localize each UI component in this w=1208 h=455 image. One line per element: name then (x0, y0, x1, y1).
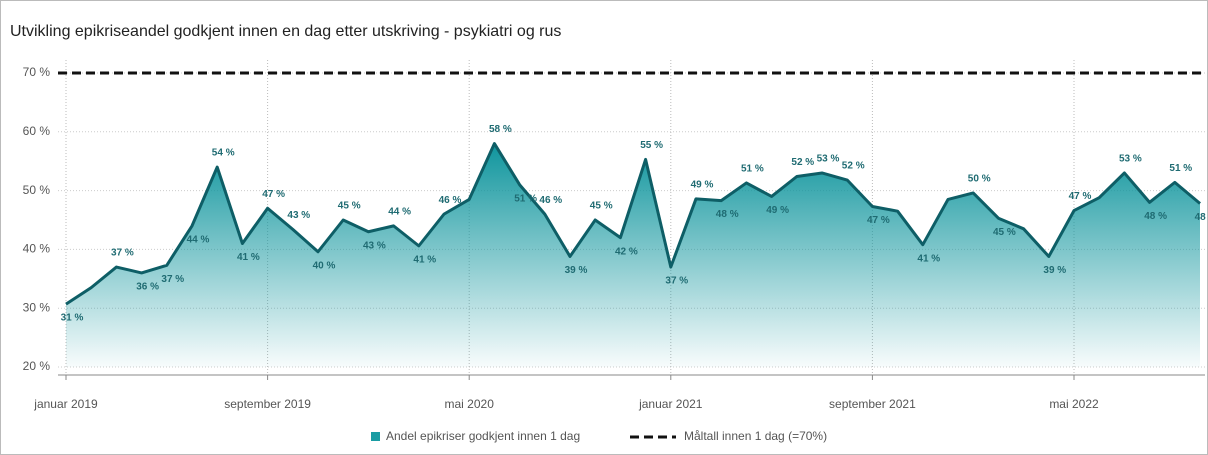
y-tick-label: 30 % (23, 300, 51, 314)
data-label: 53 % (1119, 154, 1142, 165)
data-label: 31 % (61, 313, 84, 324)
legend-swatch (371, 432, 380, 441)
data-label: 51 % (1169, 163, 1192, 174)
y-tick-label: 50 % (23, 183, 51, 197)
data-label: 48 % (716, 209, 739, 220)
x-tick-label: januar 2019 (33, 397, 98, 411)
data-label: 54 % (212, 148, 235, 159)
data-label: 41 % (917, 253, 940, 264)
data-label: 55 % (640, 140, 663, 151)
data-label: 43 % (363, 240, 386, 251)
x-tick-label: januar 2021 (638, 397, 703, 411)
legend-label: Måltall innen 1 dag (=70%) (684, 429, 827, 443)
data-label: 49 % (766, 205, 789, 216)
data-label: 49 % (691, 179, 714, 190)
data-label: 42 % (615, 246, 638, 257)
data-label: 46 % (539, 195, 562, 206)
data-label: 47 % (1069, 191, 1092, 202)
data-label: 40 % (313, 260, 336, 271)
chart-title: Utvikling epikriseandel godkjent innen e… (10, 23, 561, 40)
y-tick-label: 70 % (23, 65, 51, 79)
data-label: 47 % (867, 215, 890, 226)
data-label: 39 % (565, 265, 588, 276)
data-label: 58 % (489, 124, 512, 135)
y-tick-label: 40 % (23, 242, 51, 256)
line (65, 142, 1201, 306)
data-label: 50 % (968, 174, 991, 185)
data-label: 41 % (413, 255, 436, 266)
y-tick-label: 60 % (23, 124, 51, 138)
data-label: 53 % (817, 154, 840, 165)
data-label: 44 % (388, 207, 411, 218)
data-label: 51 % (741, 164, 764, 175)
data-label: 48 % (1195, 212, 1208, 223)
data-label: 52 % (842, 161, 865, 172)
data-label: 44 % (187, 235, 210, 246)
data-label: 45 % (338, 201, 361, 212)
data-label: 46 % (439, 195, 462, 206)
data-label: 52 % (791, 157, 814, 168)
data-label: 45 % (993, 227, 1016, 238)
data-label: 39 % (1043, 265, 1066, 276)
data-label: 43 % (287, 210, 310, 221)
data-label: 37 % (665, 276, 688, 287)
x-tick-label: mai 2022 (1049, 397, 1099, 411)
data-label: 48 % (1144, 211, 1167, 222)
x-tick-label: september 2019 (224, 397, 311, 411)
x-tick-label: mai 2020 (445, 397, 495, 411)
x-tick-label: september 2021 (829, 397, 916, 411)
legend-label: Andel epikriser godkjent innen 1 dag (386, 429, 580, 443)
data-label: 51 % (514, 193, 537, 204)
data-label: 37 % (161, 274, 184, 285)
data-label: 37 % (111, 248, 134, 259)
area-fill (66, 143, 1200, 367)
y-tick-label: 20 % (23, 359, 51, 373)
data-label: 41 % (237, 252, 260, 263)
data-label: 47 % (262, 189, 285, 200)
data-label: 36 % (136, 282, 159, 293)
data-label: 45 % (590, 201, 613, 212)
